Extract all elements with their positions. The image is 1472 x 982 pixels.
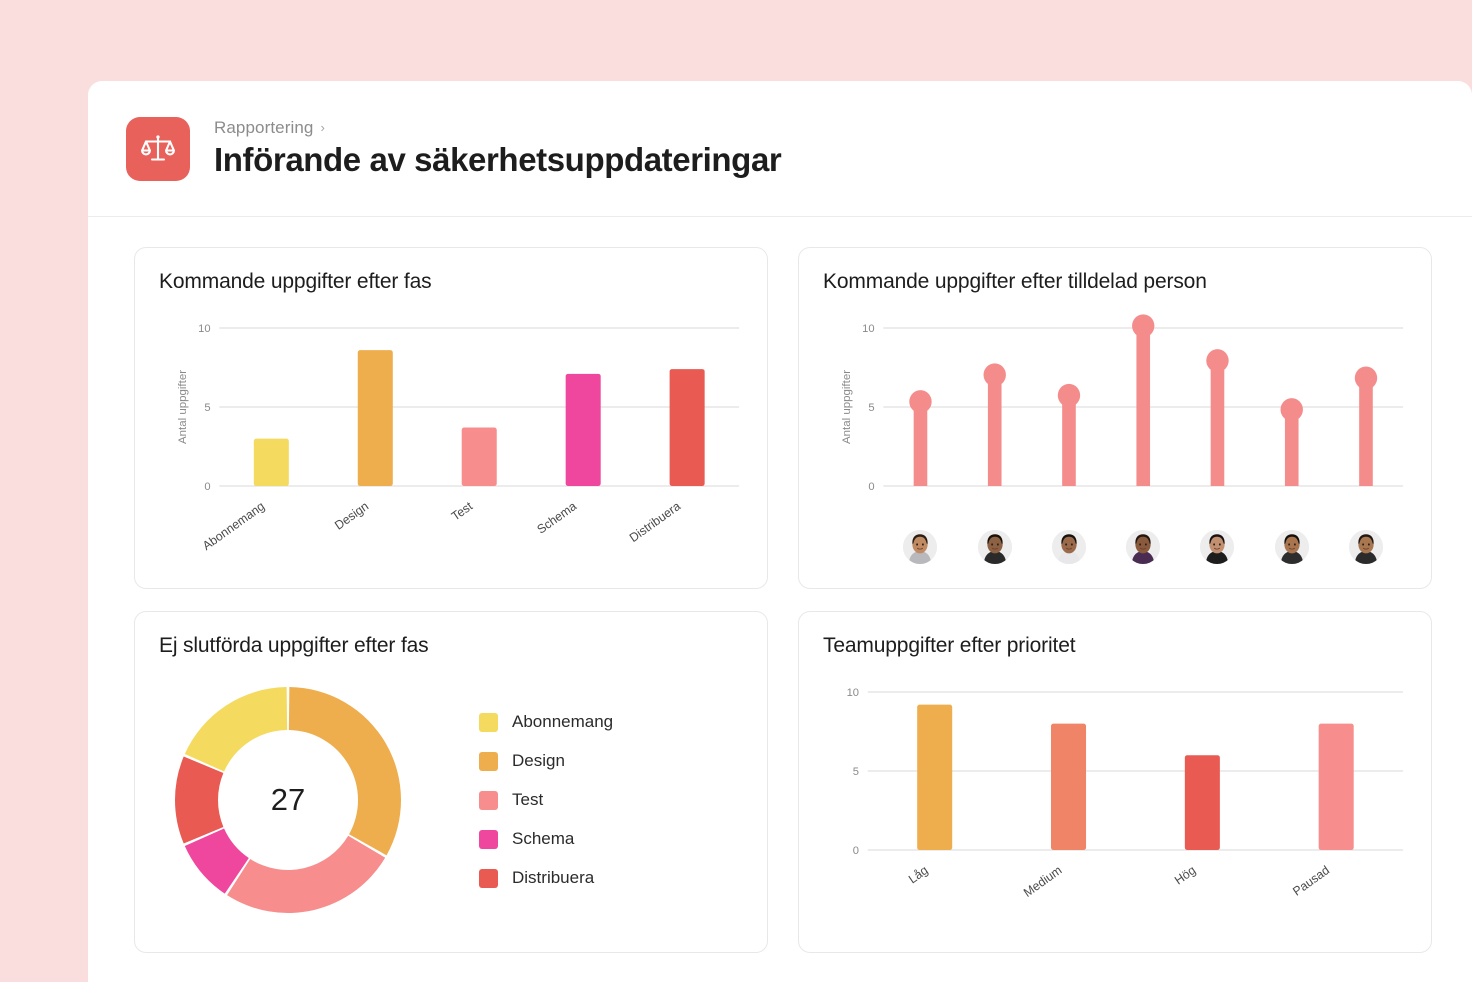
chart-card-upcoming-by-phase[interactable]: Kommande uppgifter efter fas 0 5 10 Antal u… [134, 247, 768, 589]
charts-grid: Kommande uppgifter efter fas 0 5 10 Antal u… [88, 217, 1472, 953]
bar[interactable] [461, 427, 497, 486]
avatar[interactable] [1200, 530, 1235, 564]
donut-segment[interactable] [184, 687, 288, 772]
legend-swatch [479, 712, 498, 732]
y-tick-label: 5 [868, 402, 874, 414]
lollipop-head[interactable] [909, 390, 932, 414]
donut-chart-incomplete-by-phase: 27 [169, 681, 407, 919]
bar[interactable] [565, 373, 601, 486]
chevron-right-icon: › [320, 120, 325, 136]
bar[interactable] [357, 350, 393, 486]
legend-item[interactable]: Distribuera [479, 868, 613, 888]
avatar[interactable] [1051, 530, 1086, 564]
lollipop-head[interactable] [1057, 383, 1081, 407]
chart-title: Teamuppgifter efter prioritet [823, 634, 1076, 657]
lollipop-stem[interactable] [987, 373, 1002, 486]
lollipop-stem[interactable] [1062, 394, 1076, 486]
x-tick-label: Hög [1172, 863, 1198, 888]
breadcrumb[interactable]: Rapportering › [214, 118, 781, 138]
chart-title: Kommande uppgifter efter fas [159, 270, 432, 293]
lollipop-head[interactable] [1354, 366, 1378, 390]
donut-center-value: 27 [270, 782, 306, 817]
avatar[interactable] [903, 530, 938, 564]
chart-title: Ej slutförda uppgifter efter fas [159, 634, 429, 657]
chart-title: Kommande uppgifter efter tilldelad perso… [823, 270, 1207, 293]
scales-icon [126, 116, 190, 181]
legend-item[interactable]: Test [479, 790, 613, 810]
avatar[interactable] [1274, 530, 1309, 564]
bar-chart-upcoming-by-phase: 0 5 10 Antal uppgifter Abonnemang Design Test S… [159, 300, 743, 572]
x-tick-label: Distribuera [627, 499, 683, 545]
lollipop-chart-upcoming-by-assignee: 0 5 10 Antal uppgifter [823, 300, 1407, 572]
bar[interactable] [253, 438, 289, 486]
x-tick-label: Pausad [1290, 863, 1332, 899]
legend-label: Abonnemang [512, 712, 614, 731]
avatar[interactable] [1126, 530, 1161, 564]
bar[interactable] [917, 704, 953, 850]
legend-item[interactable]: Abonnemang [479, 712, 613, 732]
y-tick-label: 10 [198, 323, 210, 335]
donut-legend: Abonnemang Design Test Schema Distribuera [479, 712, 613, 888]
chart-card-team-by-priority[interactable]: Teamuppgifter efter prioritet 0 5 10 Låg Med… [798, 611, 1432, 953]
page-title: Införande av säkerhetsuppdateringar [214, 140, 782, 178]
donut-segment[interactable] [175, 756, 224, 844]
legend-swatch [479, 751, 498, 771]
legend-label: Design [512, 751, 565, 770]
y-tick-label: 0 [868, 481, 874, 493]
donut-segment[interactable] [227, 835, 386, 913]
y-tick-label: 5 [204, 402, 210, 414]
y-tick-label: 0 [204, 481, 210, 493]
lollipop-stem[interactable] [1210, 359, 1225, 486]
legend-label: Test [512, 790, 544, 809]
lollipop-stem[interactable] [1359, 376, 1373, 486]
donut-segment[interactable] [288, 687, 401, 856]
bar[interactable] [1318, 723, 1354, 850]
lollipop-head[interactable] [983, 363, 1006, 387]
report-window: Rapportering › Införande av säkerhetsupp… [88, 81, 1472, 982]
lollipop-stem[interactable] [1136, 324, 1151, 486]
legend-item[interactable]: Schema [479, 829, 613, 849]
y-axis-title: Antal uppgifter [177, 370, 189, 444]
x-tick-label: Test [449, 499, 476, 524]
bar[interactable] [1184, 755, 1220, 850]
x-tick-label: Låg [906, 863, 931, 887]
y-tick-label: 10 [847, 687, 859, 699]
lollipop-stem[interactable] [913, 400, 928, 486]
x-tick-label: Medium [1021, 863, 1064, 900]
y-tick-label: 10 [862, 323, 874, 335]
lollipop-head[interactable] [1132, 314, 1155, 338]
avatar[interactable] [1348, 530, 1383, 564]
x-tick-label: Abonnemang [200, 499, 267, 553]
legend-swatch [479, 829, 498, 849]
chart-card-incomplete-by-phase[interactable]: Ej slutförda uppgifter efter fas 27 Abon… [134, 611, 768, 953]
bar[interactable] [1051, 723, 1087, 850]
page-header: Rapportering › Införande av säkerhetsupp… [88, 81, 1472, 217]
avatar[interactable] [977, 530, 1012, 564]
legend-label: Schema [512, 829, 575, 848]
lollipop-head[interactable] [1280, 398, 1303, 422]
y-tick-label: 5 [853, 766, 859, 778]
legend-swatch [479, 868, 498, 888]
donut-segment[interactable] [184, 828, 249, 894]
chart-card-upcoming-by-assignee[interactable]: Kommande uppgifter efter tilldelad perso… [798, 247, 1432, 589]
lollipop-stem[interactable] [1284, 408, 1299, 486]
legend-label: Distribuera [512, 868, 595, 887]
y-axis-title: Antal uppgifter [841, 370, 853, 444]
breadcrumb-label[interactable]: Rapportering [214, 117, 314, 137]
y-tick-label: 0 [853, 845, 859, 857]
bar[interactable] [669, 369, 705, 486]
bar-chart-team-by-priority: 0 5 10 Låg Medium Hög Pausad [823, 664, 1407, 936]
x-tick-label: Schema [535, 499, 580, 537]
legend-item[interactable]: Design [479, 751, 613, 771]
x-tick-label: Design [332, 499, 371, 533]
lollipop-head[interactable] [1206, 349, 1229, 373]
legend-swatch [479, 790, 498, 810]
